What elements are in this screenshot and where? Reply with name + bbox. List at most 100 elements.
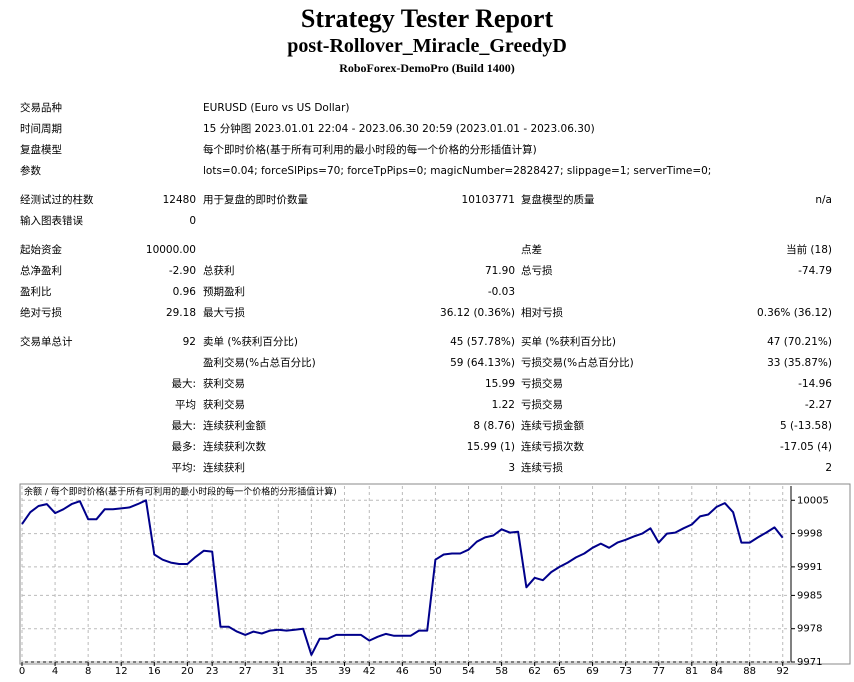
x-tick-label: 84 <box>710 666 723 677</box>
x-tick-label: 81 <box>685 666 698 677</box>
field-label: 用于复盘的即时价数量 <box>203 194 308 206</box>
field-value: 1.22 <box>491 399 515 411</box>
x-tick-label: 77 <box>652 666 665 677</box>
y-tick-label: 9978 <box>797 624 822 635</box>
x-tick-label: 88 <box>743 666 756 677</box>
field-label: 起始资金 <box>20 244 62 256</box>
field-label: 连续亏损金额 <box>521 420 584 432</box>
field-value: 当前 (18) <box>786 244 832 256</box>
y-tick-label: 10005 <box>797 495 829 506</box>
field-label: 亏损交易 <box>521 399 563 411</box>
y-tick-label: 9998 <box>797 529 822 540</box>
server: RoboForex-DemoPro (Build 1400) <box>339 61 515 75</box>
x-tick-label: 0 <box>19 666 25 677</box>
field-value: 0.96 <box>172 286 196 298</box>
field-label: 卖单 (%获利百分比) <box>203 336 299 348</box>
x-tick-label: 23 <box>206 666 219 677</box>
field-label: 复盘模型 <box>20 144 62 156</box>
field-value: 最大: <box>171 378 196 390</box>
field-value: 5 (-13.58) <box>779 420 832 432</box>
x-tick-label: 46 <box>396 666 409 677</box>
field-value: 45 (57.78%) <box>450 336 515 348</box>
field-label: 相对亏损 <box>521 307 563 319</box>
field-value: 71.90 <box>484 265 515 277</box>
field-value: -14.96 <box>798 378 832 390</box>
field-label: 连续获利 <box>203 462 245 474</box>
report-subtitle: post-Rollover_Miracle_GreedyD <box>287 35 567 57</box>
x-tick-label: 31 <box>272 666 285 677</box>
field-label: 亏损交易 <box>521 378 563 390</box>
x-tick-label: 73 <box>619 666 632 677</box>
field-value: 每个即时价格(基于所有可利用的最小时段的每一个价格的分形插值计算) <box>203 144 537 156</box>
x-tick-label: 8 <box>85 666 91 677</box>
x-tick-label: 65 <box>553 666 566 677</box>
field-value: 0 <box>189 215 196 227</box>
field-value: 2 <box>825 462 832 474</box>
field-label: 总净盈利 <box>20 265 62 277</box>
field-label: 连续亏损次数 <box>521 441 584 453</box>
field-value: -0.03 <box>487 286 515 298</box>
x-tick-label: 54 <box>462 666 475 677</box>
field-label: 参数 <box>20 165 41 177</box>
field-value: n/a <box>815 194 832 206</box>
field-label: 总亏损 <box>521 265 553 277</box>
field-label: 连续亏损 <box>521 462 563 474</box>
x-tick-label: 92 <box>776 666 789 677</box>
field-value: EURUSD (Euro vs US Dollar) <box>203 102 350 114</box>
field-value: 15.99 <box>484 378 515 390</box>
x-tick-label: 16 <box>148 666 161 677</box>
field-value: 8 (8.76) <box>473 420 515 432</box>
field-label: 亏损交易(%占总百分比) <box>521 357 634 369</box>
field-value: 最大: <box>171 420 196 432</box>
field-value: 59 (64.13%) <box>450 357 515 369</box>
y-tick-label: 9971 <box>797 657 822 668</box>
field-value: -2.90 <box>168 265 196 277</box>
field-value: -74.79 <box>798 265 832 277</box>
x-tick-label: 39 <box>338 666 351 677</box>
x-tick-label: 20 <box>181 666 194 677</box>
balance-chart: 余额 / 每个即时价格(基于所有可利用的最小时段的每一个价格的分形插值计算) 1… <box>19 483 851 677</box>
field-label: 获利交易 <box>203 399 245 411</box>
field-value: 12480 <box>162 194 196 206</box>
field-label: 绝对亏损 <box>20 307 62 319</box>
field-label: 预期盈利 <box>203 286 245 298</box>
x-tick-label: 58 <box>495 666 508 677</box>
field-label: 连续获利金额 <box>203 420 266 432</box>
field-label: 最大亏损 <box>203 307 245 319</box>
x-tick-label: 42 <box>363 666 376 677</box>
x-tick-label: 27 <box>239 666 252 677</box>
y-tick-label: 9985 <box>797 590 822 601</box>
field-value: 36.12 (0.36%) <box>440 307 515 319</box>
field-value: 最多: <box>171 441 196 453</box>
field-label: 总获利 <box>203 265 235 277</box>
field-label: 交易品种 <box>20 102 62 114</box>
field-label: 经测试过的柱数 <box>20 194 94 206</box>
field-label: 点差 <box>521 244 542 256</box>
field-value: lots=0.04; forceSlPips=70; forceTpPips=0… <box>203 165 712 177</box>
balance-line <box>21 499 784 656</box>
field-value: 33 (35.87%) <box>767 357 832 369</box>
x-tick-label: 69 <box>586 666 599 677</box>
field-value: 10103771 <box>461 194 515 206</box>
field-value: -17.05 (4) <box>779 441 832 453</box>
x-tick-label: 50 <box>429 666 442 677</box>
field-value: 0.36% (36.12) <box>757 307 832 319</box>
y-tick-label: 9991 <box>797 562 822 573</box>
field-label: 时间周期 <box>20 123 62 135</box>
field-label: 复盘模型的质量 <box>521 194 595 206</box>
field-label: 买单 (%获利百分比) <box>521 336 617 348</box>
x-tick-label: 62 <box>528 666 541 677</box>
field-value: 29.18 <box>165 307 196 319</box>
chart-title: 余额 / 每个即时价格(基于所有可利用的最小时段的每一个价格的分形插值计算) <box>24 486 337 498</box>
field-value: 平均: <box>171 462 196 474</box>
field-value: -2.27 <box>804 399 832 411</box>
report-title: Strategy Tester Report <box>300 4 554 33</box>
field-label: 盈利比 <box>20 286 52 298</box>
field-label: 获利交易 <box>203 378 245 390</box>
x-tick-label: 35 <box>305 666 318 677</box>
chart-frame <box>19 483 851 665</box>
field-label: 输入图表错误 <box>20 215 83 227</box>
field-value: 3 <box>508 462 515 474</box>
field-value: 平均 <box>175 399 196 411</box>
